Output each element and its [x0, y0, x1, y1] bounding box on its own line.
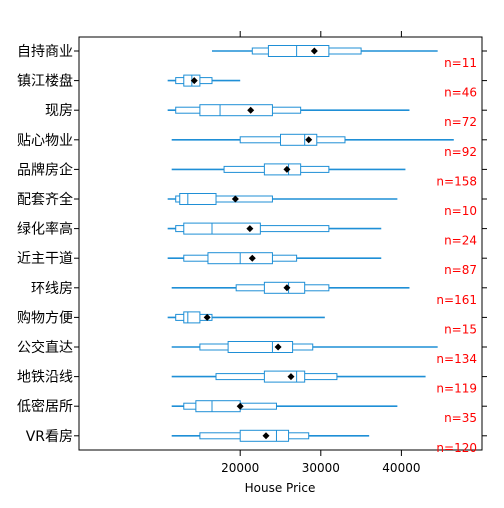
- x-tick-label: 30000: [302, 461, 340, 475]
- category-label: 现房: [45, 103, 73, 119]
- category-label: 地铁沿线: [17, 370, 73, 386]
- x-tick-label: 40000: [382, 461, 420, 475]
- box-row: 近主干道 n=87: [17, 251, 487, 277]
- category-label: 贴心物业: [17, 133, 73, 149]
- category-label: 低密居所: [17, 398, 73, 415]
- inner-box: [183, 311, 201, 324]
- mean-marker: [274, 343, 282, 351]
- mean-marker: [283, 165, 291, 173]
- box-row: 地铁沿线 n=119: [17, 370, 487, 396]
- inner-box: [267, 45, 330, 57]
- mean-marker: [310, 47, 318, 55]
- inner-box: [263, 370, 306, 383]
- inner-box: [199, 104, 273, 117]
- mean-marker: [203, 313, 211, 321]
- box-row: 镇江楼盘 n=46: [17, 73, 487, 100]
- count-label: n=10: [444, 204, 477, 218]
- mean-marker: [231, 195, 239, 203]
- box-row: 低密居所 n=35: [17, 398, 487, 425]
- category-label: 环线房: [31, 281, 73, 297]
- category-label: 购物方便: [17, 310, 73, 326]
- count-label: n=161: [436, 293, 477, 307]
- count-label: n=46: [444, 86, 477, 100]
- box-row: 贴心物业 n=92: [17, 133, 487, 159]
- x-axis-label: House Price: [245, 481, 316, 495]
- box-row: 配套齐全 n=10: [17, 191, 487, 218]
- box-row: 购物方便 n=15: [17, 310, 487, 336]
- mean-marker: [262, 432, 270, 440]
- inner-box: [195, 400, 241, 413]
- series-layer: 自持商业 n=11 镇江楼盘 n=46 现房 n=72 贴心物业 n=92 品牌房企 n=158 配…: [17, 44, 487, 455]
- box-row: 公交直达 n=134: [17, 339, 487, 366]
- inner-box: [280, 133, 318, 146]
- box-row: VR看房 n=120: [26, 429, 487, 455]
- plot-frame: [78, 36, 483, 451]
- count-label: n=119: [436, 382, 477, 396]
- mean-marker: [247, 106, 255, 114]
- count-label: n=134: [436, 352, 477, 366]
- category-label: 品牌房企: [17, 161, 73, 178]
- box-row: 现房 n=72: [45, 103, 487, 129]
- mean-marker: [305, 136, 313, 144]
- mean-marker: [283, 284, 291, 292]
- count-label: n=15: [444, 322, 477, 336]
- box-row: 环线房 n=161: [31, 281, 487, 307]
- count-label: n=87: [444, 263, 477, 277]
- count-label: n=35: [444, 411, 477, 425]
- x-tick-label: 20000: [221, 461, 259, 475]
- count-label: n=120: [436, 441, 477, 455]
- category-label: 镇江楼盘: [17, 73, 73, 90]
- category-label: 近主干道: [17, 251, 73, 267]
- count-label: n=158: [436, 174, 477, 188]
- count-label: n=72: [444, 115, 477, 129]
- count-label: n=11: [444, 56, 477, 70]
- category-label: 公交直达: [17, 339, 73, 356]
- inner-box: [263, 163, 302, 176]
- mean-marker: [190, 77, 198, 85]
- inner-box: [227, 341, 294, 353]
- mean-marker: [236, 402, 244, 410]
- category-label: 配套齐全: [17, 191, 73, 208]
- category-label: 自持商业: [17, 44, 73, 60]
- inner-box: [179, 193, 217, 205]
- count-label: n=24: [444, 234, 477, 248]
- mean-marker: [287, 373, 295, 381]
- mean-marker: [246, 225, 254, 233]
- category-label: 绿化率高: [17, 221, 73, 238]
- box-row: 品牌房企 n=158: [17, 161, 487, 188]
- inner-box: [183, 222, 261, 235]
- category-label: VR看房: [26, 429, 73, 445]
- box-row: 自持商业 n=11: [17, 44, 487, 70]
- box-row: 绿化率高 n=24: [17, 221, 487, 248]
- count-label: n=92: [444, 145, 477, 159]
- mean-marker: [248, 254, 256, 262]
- outer-box: [175, 195, 273, 203]
- x-axis: 20000 30000 40000: [221, 31, 420, 475]
